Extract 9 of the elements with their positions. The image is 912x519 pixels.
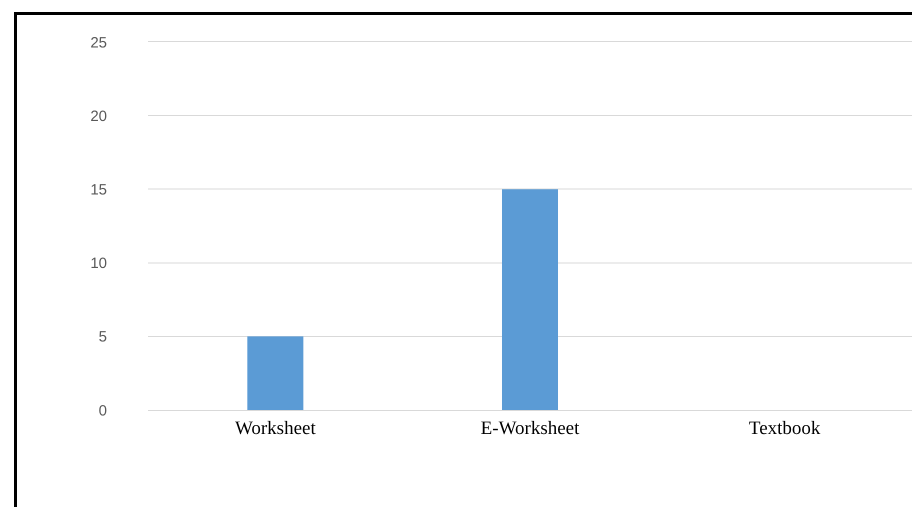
x-tick-label: Textbook: [748, 418, 821, 439]
x-tick-label: Worksheet: [234, 418, 316, 439]
x-tick-label: E-Worksheet: [480, 418, 580, 439]
y-tick-label: 5: [98, 328, 107, 346]
y-tick-label: 20: [90, 108, 107, 125]
y-tick-label: 0: [98, 402, 107, 420]
y-tick-label: 15: [90, 181, 107, 198]
y-tick-label: 10: [90, 255, 107, 272]
y-tick-label: 25: [90, 34, 107, 52]
